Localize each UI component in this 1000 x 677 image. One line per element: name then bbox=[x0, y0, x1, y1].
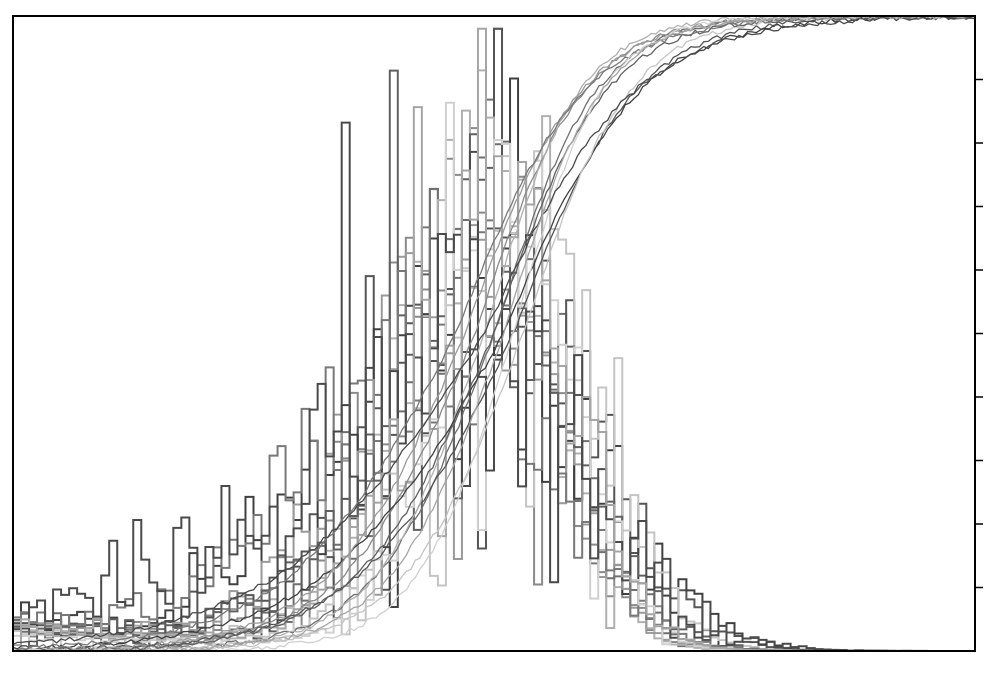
chart-container bbox=[0, 0, 1000, 677]
overlay-chart bbox=[0, 0, 1000, 677]
